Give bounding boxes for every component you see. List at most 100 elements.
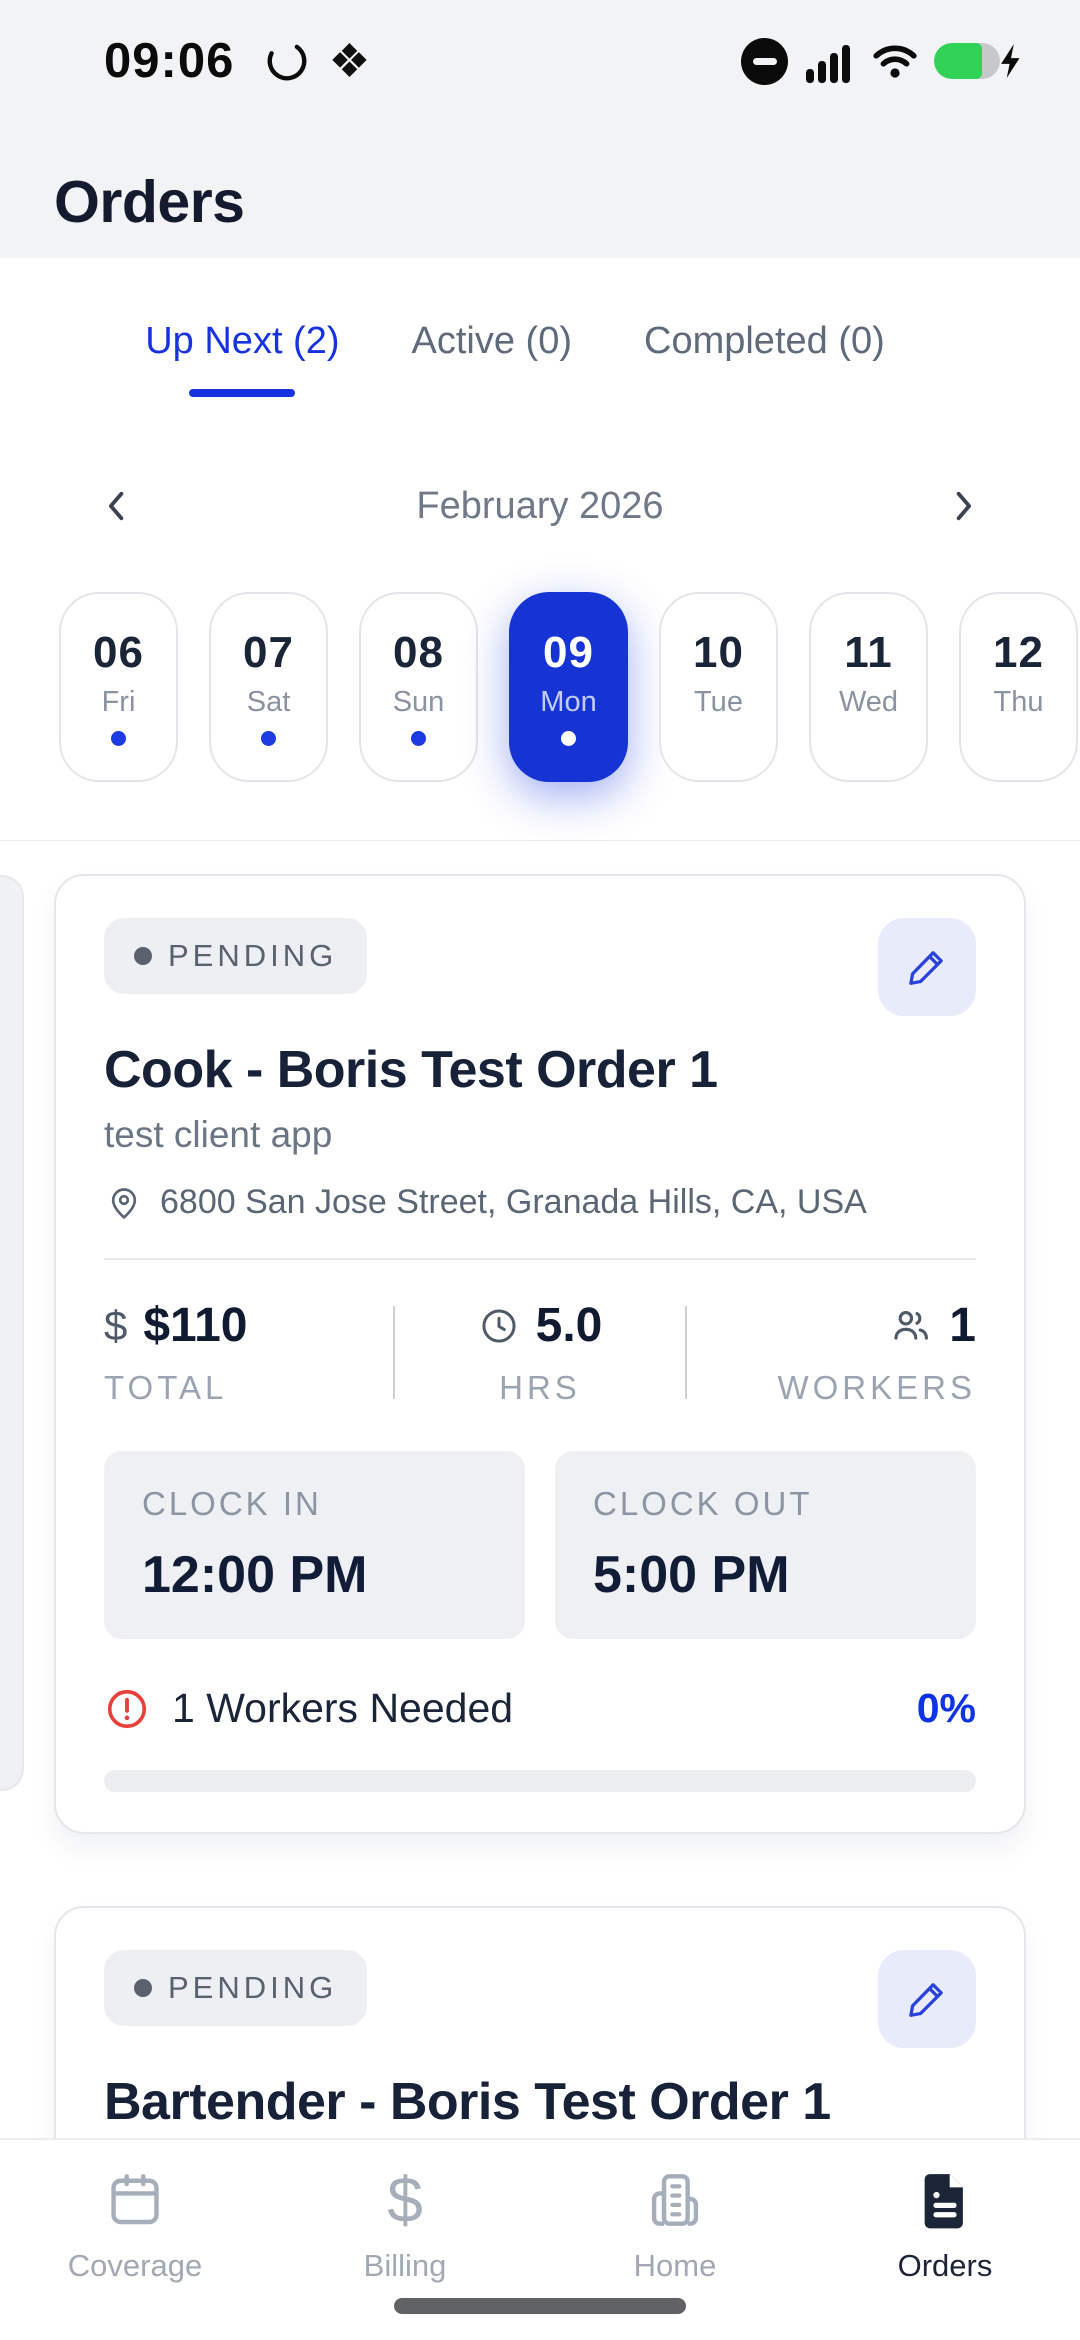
tab-label: Active (0) <box>411 320 572 362</box>
edit-order-button[interactable] <box>878 1950 976 2048</box>
previous-card-peek <box>0 875 24 1791</box>
app-notification-diamond-icon: ❖ <box>328 34 371 87</box>
tab-label: Up Next (2) <box>145 320 340 362</box>
alert-icon <box>107 1689 147 1728</box>
date-card-11[interactable]: 11 Wed <box>809 592 928 782</box>
do-not-disturb-icon <box>741 37 788 85</box>
date-number: 09 <box>543 628 594 677</box>
date-weekday: Wed <box>838 686 899 718</box>
page-title: Orders <box>54 169 245 235</box>
clock-in-value: 12:00 PM <box>142 1546 368 1604</box>
nav-label: Billing <box>363 2248 447 2283</box>
date-card-09-selected[interactable]: 09 Mon <box>509 592 628 782</box>
order-card-cook[interactable]: PENDING Cook - Boris Test Order 1 test c… <box>54 874 1026 1834</box>
nav-home[interactable]: Home <box>540 2140 810 2340</box>
order-title: Cook - Boris Test Order 1 <box>104 1041 718 1099</box>
workers-icon <box>894 1310 929 1340</box>
status-bar: 09:06 ❖ <box>0 0 1080 104</box>
order-dot <box>261 731 276 746</box>
date-number: 06 <box>93 628 144 677</box>
calendar-icon <box>102 2164 168 2236</box>
nav-label: Home <box>633 2248 717 2283</box>
total-label: TOTAL <box>104 1369 228 1406</box>
document-icon <box>912 2164 978 2236</box>
date-number: 11 <box>844 628 893 677</box>
signal-icon <box>804 37 856 85</box>
order-card-bartender[interactable]: PENDING Bartender - Boris Test Order 1 t… <box>54 1906 1026 2140</box>
order-dot <box>411 731 426 746</box>
location-pin-icon <box>111 1188 137 1220</box>
wifi-icon <box>870 39 920 83</box>
order-stats: $ $110 TOTAL 5.0 HRS <box>104 1298 976 1407</box>
status-dot-icon <box>134 947 152 965</box>
edit-order-button[interactable] <box>878 918 976 1016</box>
pencil-icon <box>909 951 943 985</box>
battery-charging-icon <box>934 41 1028 81</box>
order-address: 6800 San Jose Street, Granada Hills, CA,… <box>160 1182 867 1221</box>
dollar-icon: $ <box>104 1301 128 1349</box>
clock-icon <box>482 1308 516 1343</box>
order-title: Bartender - Boris Test Order 1 <box>104 2073 831 2131</box>
date-weekday: Sat <box>246 686 291 718</box>
loading-spinner-icon <box>264 38 310 84</box>
date-weekday: Mon <box>540 686 597 718</box>
previous-month-button[interactable] <box>96 485 138 527</box>
status-text: PENDING <box>168 938 338 973</box>
fill-percent: 0% <box>916 1685 976 1731</box>
active-tab-underline <box>189 389 296 397</box>
date-weekday: Sun <box>392 686 445 718</box>
fill-progress-bar <box>104 1770 976 1792</box>
month-navigator: February 2026 <box>0 460 1080 552</box>
clock-in-box: CLOCK IN 12:00 PM <box>104 1451 525 1639</box>
tab-bar: Up Next (2) Active (0) Completed (0) <box>0 258 1080 416</box>
workers-needed-text: 1 Workers Needed <box>172 1685 514 1731</box>
date-weekday: Tue <box>694 686 743 718</box>
date-card-12[interactable]: 12 Thu <box>959 592 1078 782</box>
status-text: PENDING <box>168 1970 338 2005</box>
clock-in-label: CLOCK IN <box>142 1485 322 1522</box>
total-value: $110 <box>143 1299 248 1352</box>
next-month-button[interactable] <box>942 485 984 527</box>
nav-label: Coverage <box>67 2248 203 2283</box>
order-client: test client app <box>104 1114 333 1155</box>
tab-label: Completed (0) <box>644 320 885 362</box>
divider <box>684 1306 687 1399</box>
tab-active[interactable]: Active (0) <box>412 258 572 416</box>
clock-out-label: CLOCK OUT <box>593 1485 813 1522</box>
home-indicator[interactable] <box>394 2298 686 2314</box>
date-number: 07 <box>243 628 294 677</box>
date-strip: 06 Fri 07 Sat 08 Sun 09 Mon 10 Tue 11 We… <box>0 592 1080 782</box>
tab-up-next[interactable]: Up Next (2) <box>145 258 340 416</box>
order-dot <box>111 731 126 746</box>
date-card-06[interactable]: 06 Fri <box>59 592 178 782</box>
workers-label: WORKERS <box>777 1369 976 1406</box>
status-badge: PENDING <box>104 918 368 994</box>
pencil-icon <box>909 1983 943 2017</box>
tab-completed[interactable]: Completed (0) <box>644 258 885 416</box>
month-label: February 2026 <box>416 484 664 527</box>
status-dot-icon <box>134 1979 152 1997</box>
header: 09:06 ❖ Order <box>0 0 1080 258</box>
nav-label: Orders <box>897 2248 993 2283</box>
building-icon <box>642 2164 708 2236</box>
date-weekday: Fri <box>101 686 136 718</box>
status-time: 09:06 <box>104 34 235 88</box>
date-card-10[interactable]: 10 Tue <box>659 592 778 782</box>
nav-billing[interactable]: $ Billing <box>270 2140 540 2340</box>
order-dot <box>561 731 576 746</box>
hrs-value: 5.0 <box>535 1299 603 1352</box>
date-weekday: Thu <box>993 686 1044 718</box>
date-number: 08 <box>393 628 444 677</box>
nav-coverage[interactable]: Coverage <box>0 2140 270 2340</box>
date-number: 12 <box>993 628 1044 677</box>
date-card-08[interactable]: 08 Sun <box>359 592 478 782</box>
date-card-07[interactable]: 07 Sat <box>209 592 328 782</box>
hrs-label: HRS <box>499 1369 581 1406</box>
date-number: 10 <box>693 628 744 677</box>
clock-out-value: 5:00 PM <box>593 1546 790 1604</box>
nav-orders[interactable]: Orders <box>810 2140 1080 2340</box>
divider <box>104 1258 976 1260</box>
dollar-icon: $ <box>387 2164 423 2236</box>
status-badge: PENDING <box>104 1950 368 2026</box>
bottom-navigation: Coverage $ Billing Home <box>0 2138 1080 2340</box>
